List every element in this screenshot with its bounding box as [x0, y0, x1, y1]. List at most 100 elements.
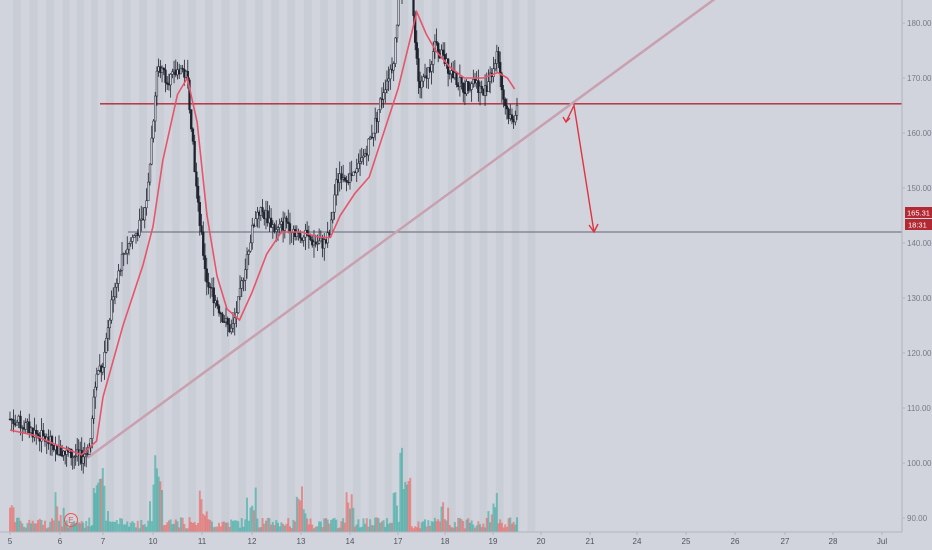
candle-body: [120, 253, 124, 271]
volume-bar: [264, 520, 267, 532]
horizontal-levels[interactable]: [100, 0, 902, 233]
session-shade: [91, 0, 98, 532]
volume-bar: [453, 521, 456, 532]
volume-bar: [97, 482, 100, 532]
volume-bar: [331, 518, 334, 532]
trendline[interactable]: [86, 0, 727, 459]
candle-body: [230, 327, 233, 333]
earnings-event-marker[interactable]: E: [64, 513, 78, 527]
projection-arrow[interactable]: [565, 103, 595, 233]
candle-body: [488, 72, 492, 82]
candle-body: [492, 68, 495, 78]
volume-bar: [159, 481, 162, 532]
volume-bar: [428, 525, 431, 532]
price-tick-label: 130.00: [907, 294, 932, 303]
candle-body: [145, 200, 148, 209]
volume-bar: [350, 494, 353, 532]
price-tick-label: 170.00: [907, 74, 932, 83]
volume-bar: [117, 524, 120, 532]
candle-body: [340, 173, 343, 180]
price-tick-label: 180.00: [907, 19, 932, 28]
volume-bar: [140, 519, 143, 532]
candle-body: [179, 67, 183, 75]
volume-bar: [425, 526, 428, 532]
volume-bar: [161, 490, 164, 532]
volume-bar: [205, 511, 208, 532]
time-tick-label: 12: [248, 537, 257, 546]
volume-bar: [235, 520, 238, 532]
volume-bar: [391, 522, 393, 532]
volume-bar: [433, 517, 436, 532]
volume-bar: [367, 526, 370, 532]
candle-body: [131, 237, 134, 242]
volume-bar: [427, 520, 430, 532]
session-shade: [62, 0, 70, 532]
candle-body: [154, 95, 157, 122]
volume-bar: [21, 523, 24, 532]
candle-body: [181, 67, 184, 70]
volume-bar: [290, 528, 293, 532]
candle-body: [317, 240, 321, 244]
candle-body: [195, 171, 198, 187]
volume-bar: [445, 520, 448, 532]
session-shade: [287, 0, 296, 532]
volume-bar: [17, 517, 20, 532]
price-axis-ticks[interactable]: 90.00 100.00 110.00 120.00 130.00 140.00 150.0…: [902, 0, 932, 523]
volume-bar: [292, 519, 295, 532]
candle-body: [397, 0, 400, 26]
volume-bar: [202, 513, 205, 532]
volume-bar: [112, 521, 115, 532]
candle-body: [269, 217, 273, 228]
candle-body: [95, 373, 98, 388]
last-price-badge: 165.31 18:31: [905, 207, 932, 230]
volume-bar: [495, 493, 498, 532]
volume-bar: [119, 518, 122, 532]
candle-body: [427, 67, 430, 79]
volume-bar: [345, 492, 348, 532]
projection-arrows[interactable]: [562, 103, 599, 234]
volume-bar: [181, 517, 184, 532]
candle-body: [389, 68, 392, 80]
volume-bar: [157, 476, 160, 532]
volume-bar: [437, 519, 440, 532]
volume-bar: [200, 499, 203, 532]
price-badge-box: [905, 207, 932, 218]
candle-body: [394, 37, 397, 64]
trendline-group[interactable]: [86, 0, 727, 459]
volume-bar: [80, 521, 83, 532]
volume-bar: [460, 519, 463, 532]
volume-bar: [314, 526, 317, 532]
volume-bar: [79, 523, 82, 532]
volume-bar: [121, 518, 123, 532]
candle-body: [331, 211, 335, 221]
volume-bar: [485, 517, 488, 532]
price-tick-label: 140.00: [907, 239, 932, 248]
time-axis-ticks[interactable]: 5 6 7 10 11 12 13 14 17 18 19 20 21 24 25 26 27 28 Jul: [8, 532, 888, 546]
volume-bar: [450, 527, 453, 532]
volume-bar: [191, 523, 194, 532]
candle-body: [251, 224, 254, 244]
candle-body: [155, 70, 159, 97]
candle-body: [460, 77, 463, 84]
volume-bar: [23, 526, 25, 532]
volume-bar: [100, 478, 103, 532]
candle-body: [494, 63, 497, 70]
candle-body: [238, 287, 242, 297]
candle-body: [171, 71, 174, 75]
candle-body: [108, 319, 111, 329]
candle-body: [314, 241, 317, 245]
candle-body: [505, 105, 509, 110]
volume-bar: [49, 521, 52, 532]
candle-body: [160, 67, 164, 73]
candle-body: [275, 229, 278, 232]
volume-bar: [162, 525, 165, 532]
time-tick-label: 7: [101, 537, 106, 546]
moving-average-group: [9, 9, 516, 456]
session-shade: [271, 0, 279, 532]
candle-body: [203, 255, 207, 270]
candle-body: [70, 448, 73, 458]
volume-bar: [42, 524, 45, 532]
volume-bar: [354, 526, 357, 532]
